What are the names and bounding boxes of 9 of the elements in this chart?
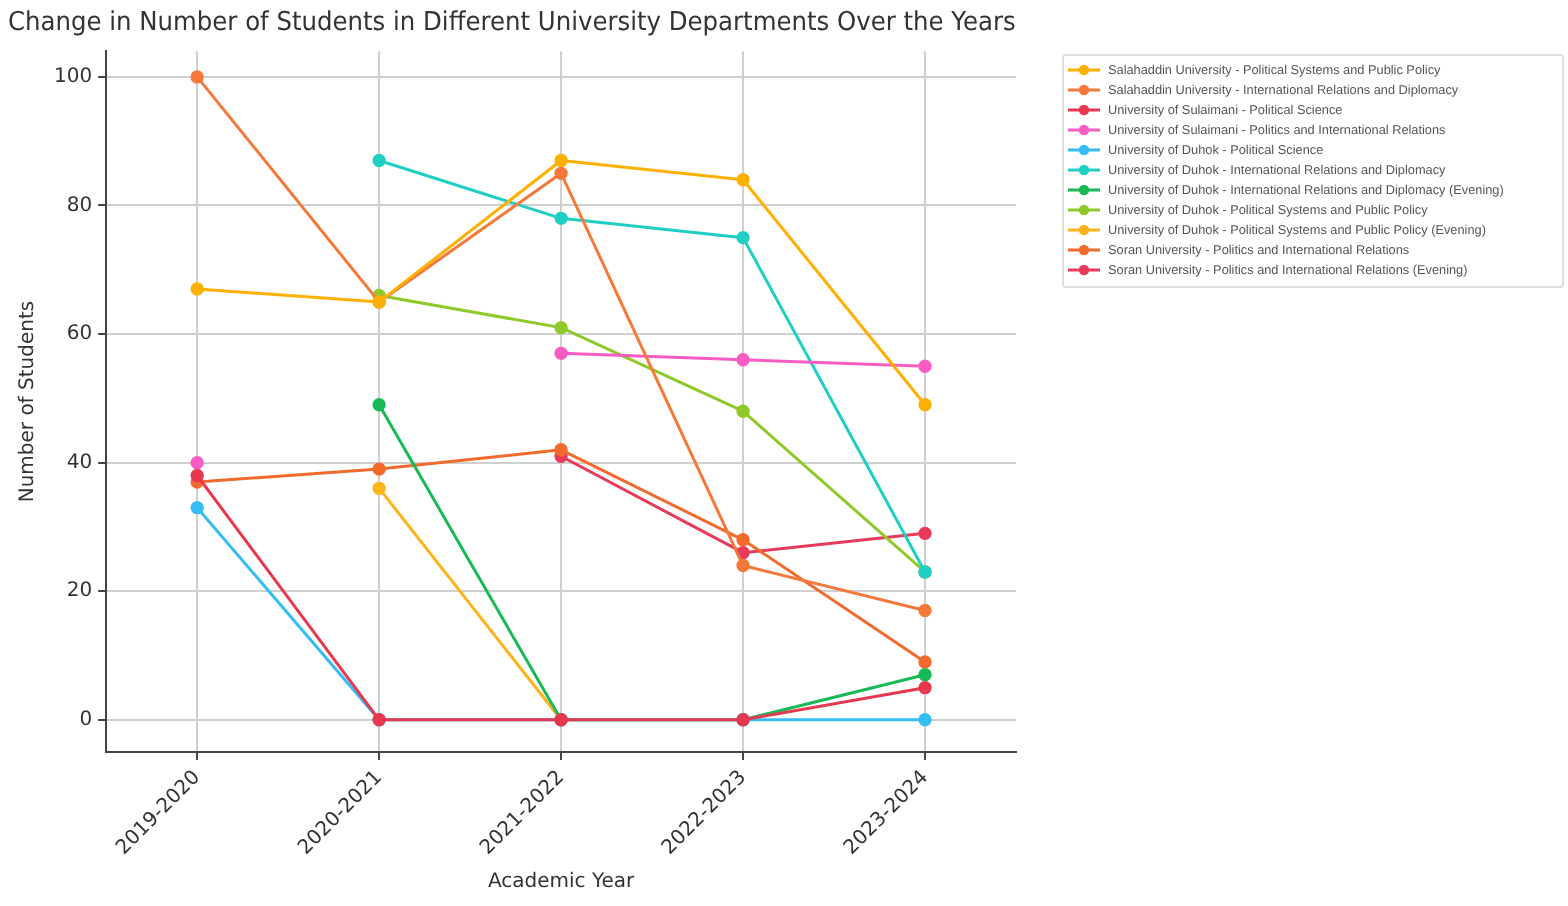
x-axis-title: Academic Year bbox=[487, 871, 637, 894]
y-tick-label: 60 bbox=[66, 323, 93, 346]
y-tick-label: 20 bbox=[66, 580, 93, 603]
y-tick-label: 100 bbox=[53, 66, 93, 89]
y-tick-label: 40 bbox=[66, 451, 93, 474]
y-axis-title: Number of Students bbox=[17, 300, 40, 503]
chart-title: Change in Number of Students in Different University Departments Over the Years bbox=[8, 5, 1016, 37]
y-tick-label: 0 bbox=[79, 708, 93, 731]
y-tick-label: 80 bbox=[66, 194, 93, 217]
